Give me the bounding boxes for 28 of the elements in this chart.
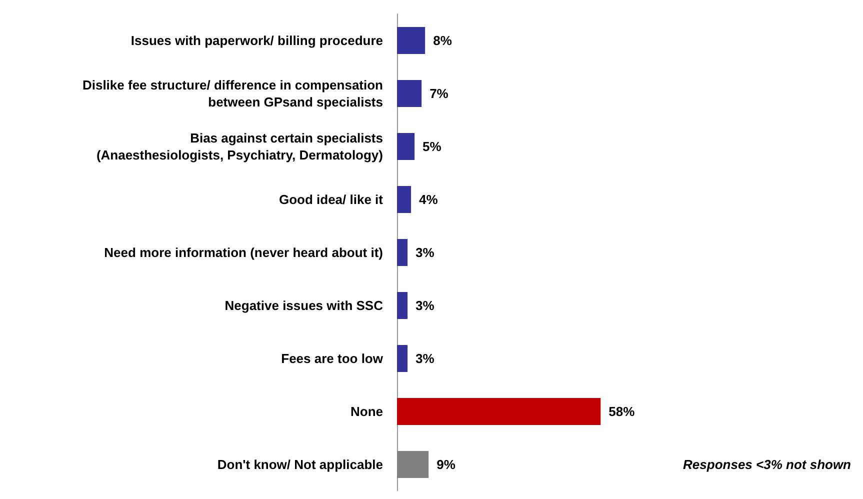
data-label: 3% <box>416 298 435 313</box>
bar <box>397 27 426 54</box>
data-label: 8% <box>433 33 452 48</box>
bar <box>397 239 408 266</box>
y-tick-label: Need more information (never heard about it) <box>104 245 383 260</box>
text: Responses <3% not shown <box>683 457 852 472</box>
y-tick-label: None <box>350 404 383 419</box>
bar <box>397 80 422 107</box>
data-label: 3% <box>416 245 435 260</box>
data-label: 7% <box>430 86 449 101</box>
y-tick-label: Bias against certain specialists (Anaesthesiologists, Psychiatry, Dermatology) <box>96 130 383 162</box>
bar <box>397 398 601 425</box>
y-tick-label: Don't know/ Not applicable <box>217 457 383 472</box>
y-tick-label: Fees are too low <box>281 351 384 366</box>
y-tick-label: Good idea/ like it <box>278 192 384 207</box>
bar <box>397 292 408 319</box>
bar <box>397 186 412 213</box>
data-label: 4% <box>419 192 438 207</box>
y-tick-label: Dislike fee structure/ difference in compensation between GPsand specialists <box>82 78 384 110</box>
y-tick-label: Issues with paperwork/ billing procedure <box>130 33 383 48</box>
data-label: 9% <box>436 457 456 472</box>
y-tick-label: Negative issues with SSC <box>224 298 384 313</box>
bar <box>397 133 415 160</box>
bar <box>397 451 429 478</box>
data-label: 3% <box>416 351 435 366</box>
data-label: 58% <box>608 404 636 419</box>
data-label: 5% <box>422 139 442 154</box>
bar <box>397 345 408 372</box>
